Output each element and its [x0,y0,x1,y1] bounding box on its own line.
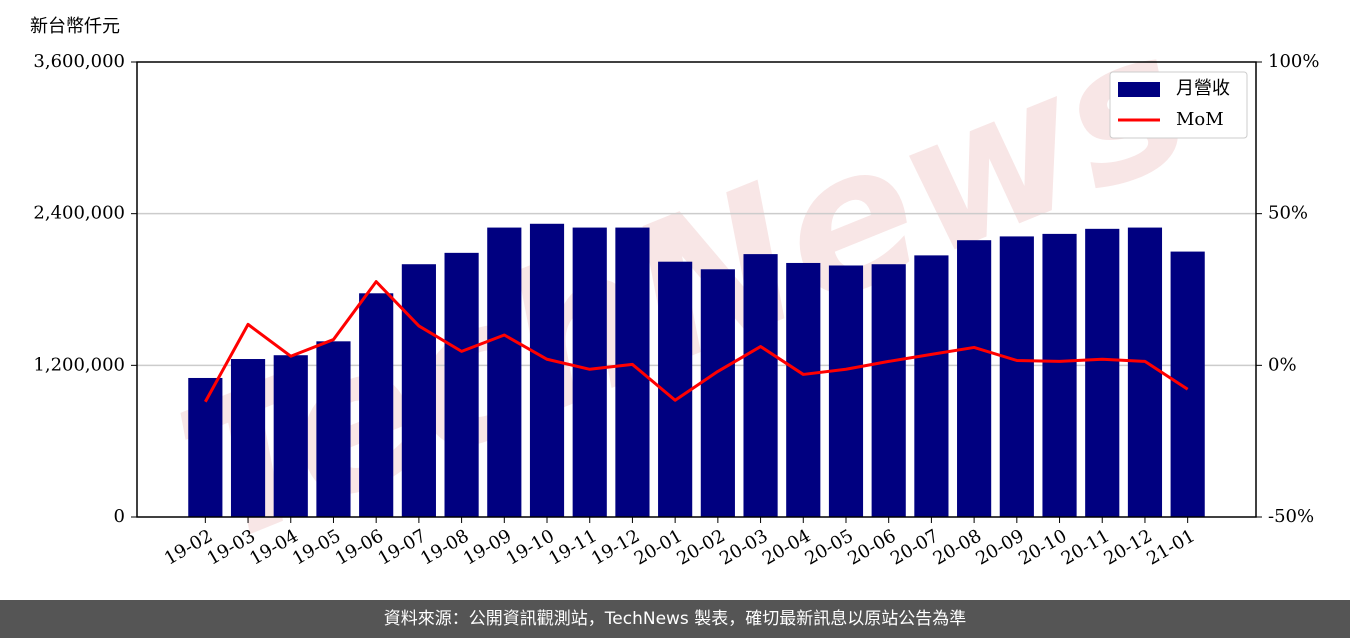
y-tick-label: 1,200,000 [33,354,125,375]
bar [1170,251,1205,518]
y-tick-label: 2,400,000 [33,203,125,224]
bar [572,227,607,517]
x-tick-label: 20-09 [972,525,1027,569]
bar [786,262,821,517]
legend-label: 月營收 [1176,78,1230,99]
bar [444,252,479,517]
legend-label: MoM [1176,109,1224,130]
bar [871,264,906,517]
legend-swatch [1118,82,1160,97]
x-tick-label: 20-02 [673,525,728,569]
bar [700,269,735,517]
y2-tick-label: 50% [1268,203,1308,224]
y-tick-label: 0 [114,506,125,527]
x-tick-label: 20-06 [844,525,899,569]
x-tick-label: 19-02 [161,525,216,569]
bar [401,264,436,517]
bar [743,254,778,517]
bar [615,227,650,517]
x-tick-label: 20-08 [930,525,985,569]
x-tick-label: 20-07 [887,525,942,569]
bar [828,265,864,517]
x-tick-label: 20-05 [802,525,857,569]
x-tick-label: 19-10 [503,525,558,569]
bar [957,240,992,518]
legend: 月營收 MoM [1109,71,1248,139]
bar [1085,228,1120,518]
x-tick-label: 20-01 [631,525,686,569]
bar [273,355,308,517]
x-tick-label: 19-09 [460,525,515,569]
bar [1042,233,1077,517]
x-tick-label: 19-12 [588,525,643,569]
plot-frame [136,61,1257,518]
line [204,280,1189,403]
y-axis-label: 新台幣仟元 [30,16,120,37]
y-tick-label: 3,600,000 [33,51,125,72]
bar [230,359,266,517]
y2-tick-label: 0% [1268,354,1297,375]
x-tick-label: 20-11 [1058,525,1113,569]
x-tick-label: 19-07 [374,525,429,569]
bar [359,293,394,517]
y2-tick-label: -50% [1268,506,1314,527]
bar [1127,227,1163,517]
footer: 資料來源：公開資訊觀測站，TechNews 製表，確切最新訊息以原站公告為準 [384,609,966,629]
y2-tick-label: 100% [1268,51,1319,72]
bar [529,223,565,517]
x-tick-label: 20-12 [1101,525,1156,569]
x-tick-label: 20-04 [759,525,814,569]
footer-bar [0,600,1350,638]
bar [999,236,1034,517]
x-tick-label: 19-08 [417,525,472,569]
bar [316,341,351,517]
bar [487,227,522,517]
x-tick-label: 19-11 [545,525,600,569]
x-tick-label: 21-01 [1143,525,1198,569]
bar [914,255,949,517]
x-tick-label: 20-03 [716,525,771,569]
x-tick-label: 20-10 [1015,525,1070,569]
